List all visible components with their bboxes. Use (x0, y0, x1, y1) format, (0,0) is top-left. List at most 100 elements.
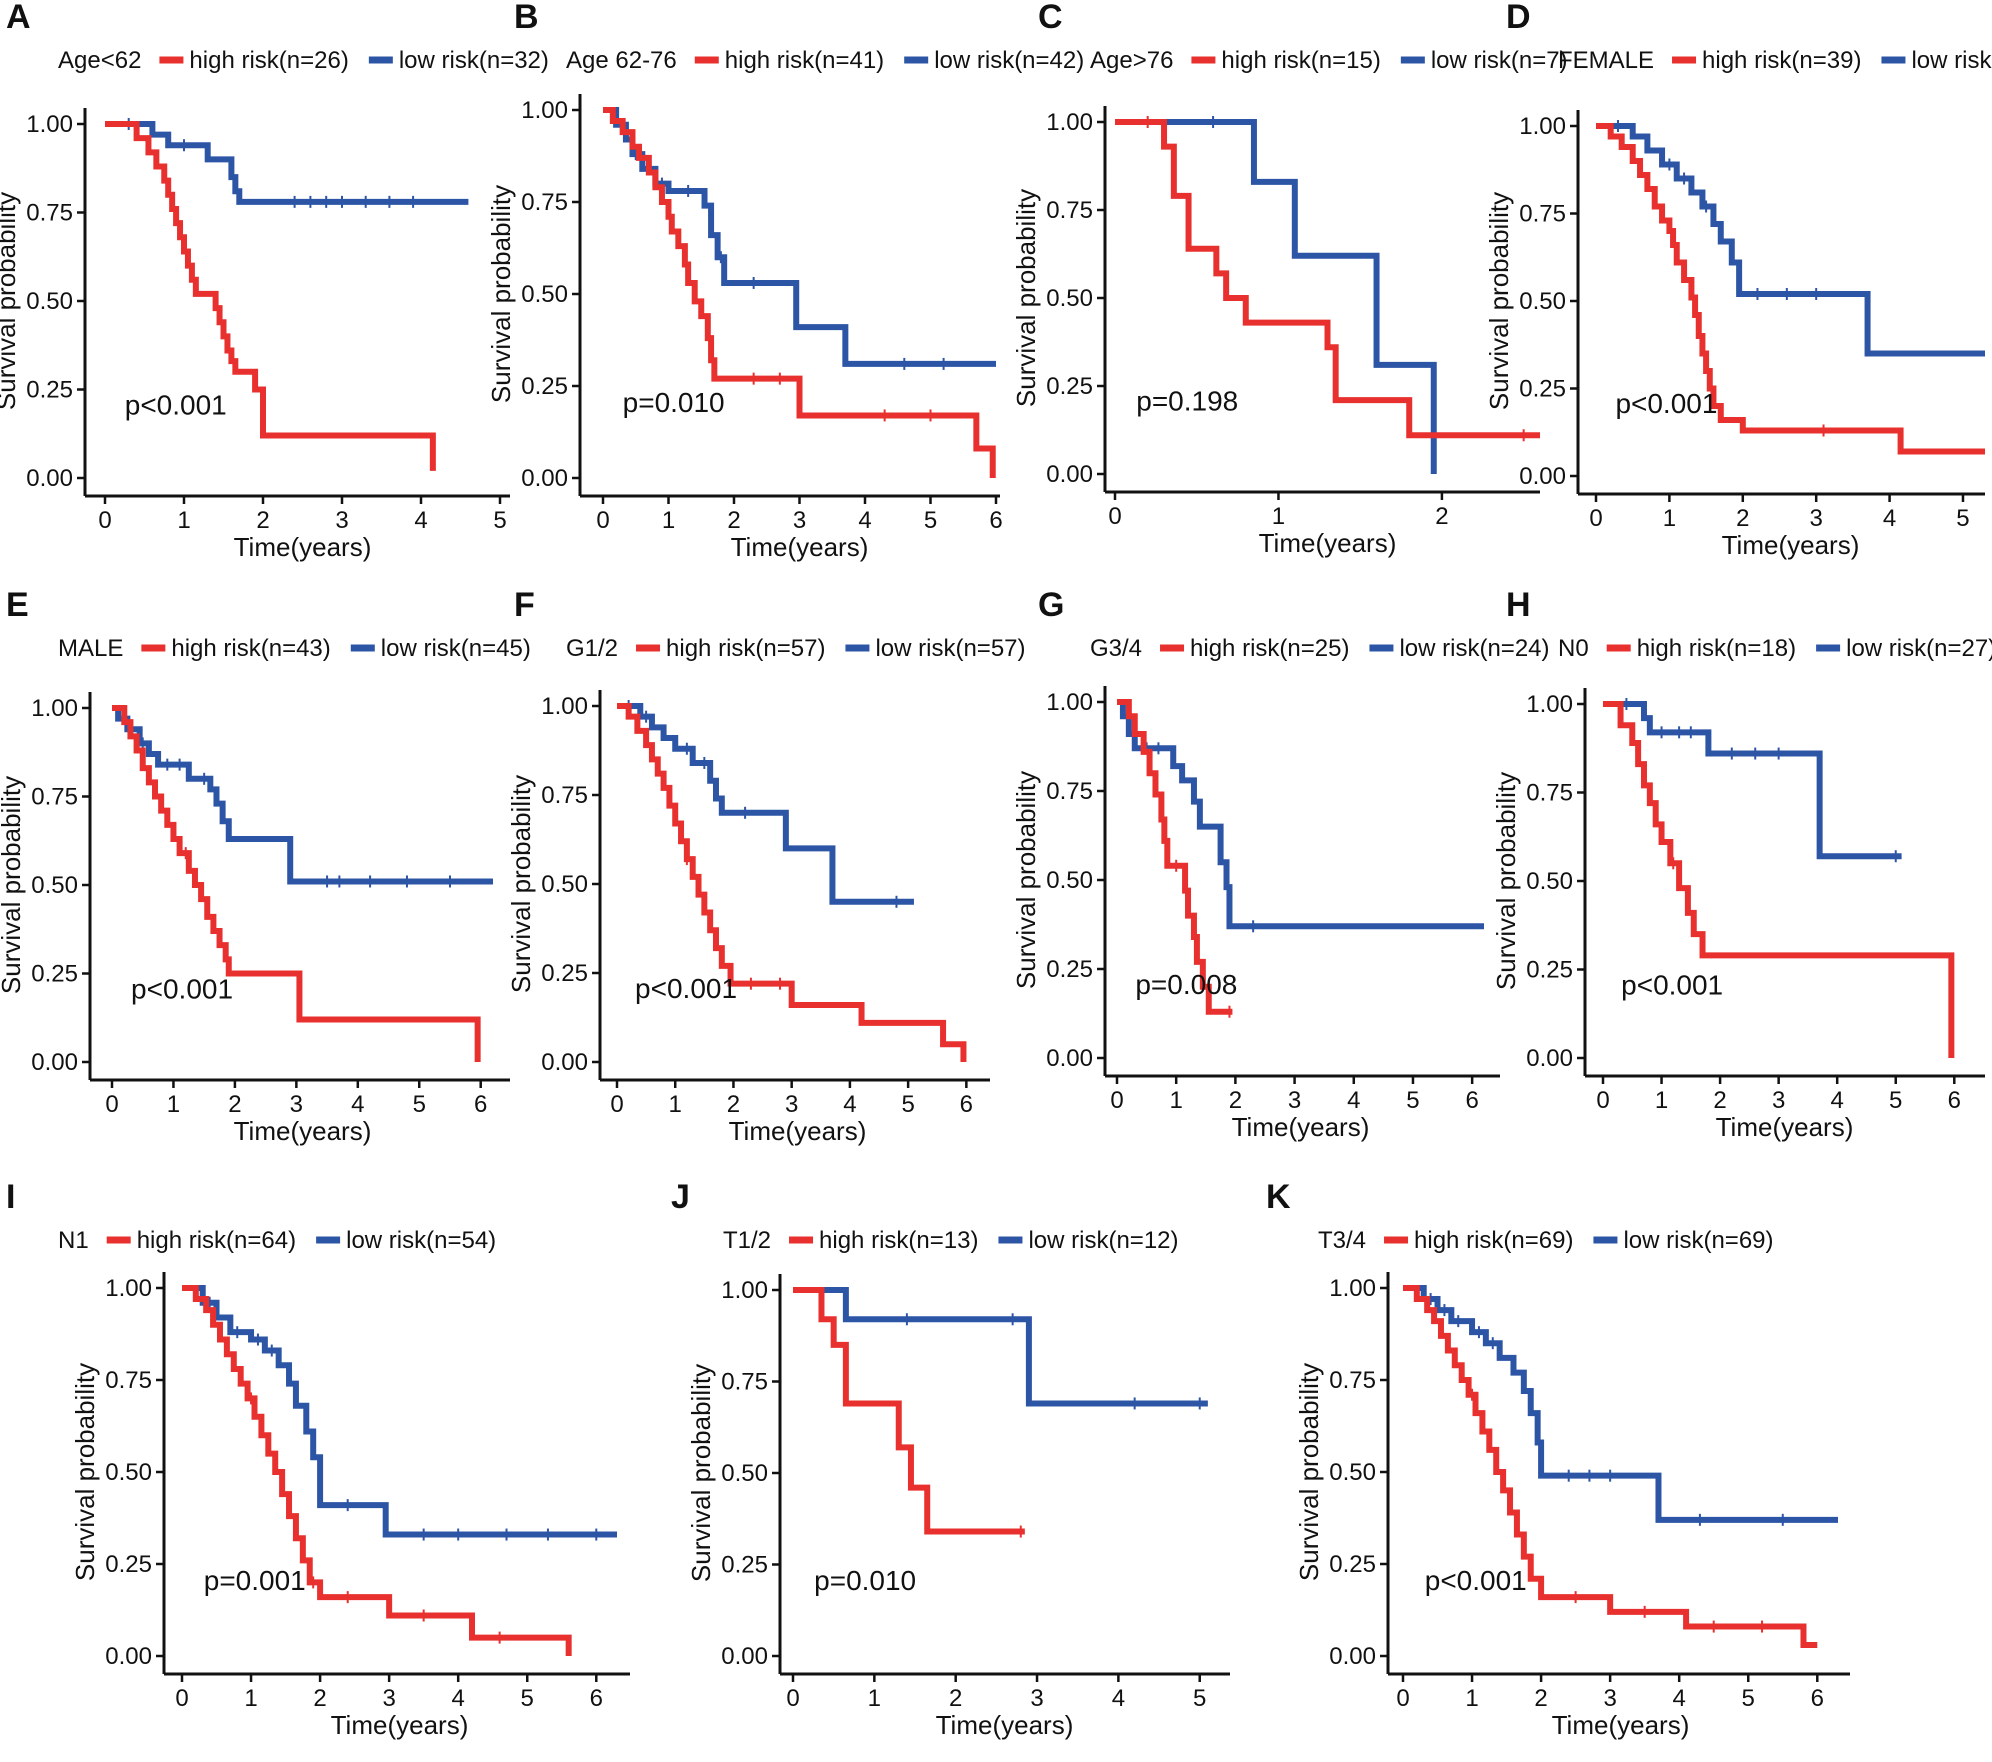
x-tick-label: 0 (105, 1091, 118, 1118)
y-axis-title: Survival probability (70, 1363, 100, 1581)
km-curve-high (112, 705, 481, 1062)
x-tick-label: 6 (989, 507, 1002, 534)
y-axis-title: Survival probability (1484, 192, 1514, 410)
x-axis-title: Time(years) (731, 532, 869, 562)
x-tick-label: 6 (960, 1091, 973, 1118)
km-curve-high (793, 1287, 1025, 1535)
y-tick-label: 0.75 (521, 189, 568, 216)
km-curve-high (1117, 699, 1233, 1015)
x-tick-label: 3 (290, 1091, 303, 1118)
panel-letter: F (514, 586, 535, 624)
y-tick-label: 0.00 (521, 465, 568, 492)
y-tick-label: 1.00 (521, 97, 568, 124)
km-curve-high (1403, 1285, 1818, 1648)
y-tick-label: 0.25 (721, 1552, 768, 1579)
x-tick-label: 1 (662, 507, 675, 534)
y-tick-label: 0.25 (105, 1551, 152, 1578)
panel-letter: H (1506, 586, 1531, 624)
panel-letter: G (1038, 586, 1064, 624)
y-tick-label: 0.75 (1519, 201, 1566, 228)
legend-group-label: T1/2 (723, 1227, 771, 1254)
x-tick-label: 6 (1465, 1087, 1478, 1114)
y-tick-label: 0.75 (105, 1367, 152, 1394)
legend-group-label: T3/4 (1318, 1227, 1366, 1254)
x-tick-label: 0 (98, 507, 111, 534)
x-tick-label: 4 (351, 1091, 364, 1118)
legend-group-label: MALE (58, 635, 123, 662)
x-tick-label: 3 (335, 507, 348, 534)
legend-label-high: high risk(n=15) (1221, 47, 1380, 74)
panel-letter: D (1506, 0, 1531, 36)
legend-label-low: low risk(n=7) (1431, 47, 1568, 74)
km-curve-low (1117, 699, 1484, 930)
x-tick-label: 2 (1435, 503, 1448, 530)
km-curve-low (182, 1285, 617, 1538)
y-tick-label: 1.00 (1046, 689, 1093, 716)
legend-label-low: low risk(n=24) (1399, 635, 1549, 662)
x-tick-label: 2 (1229, 1087, 1242, 1114)
panel-letter: I (6, 1178, 15, 1216)
km-curve-low (1115, 119, 1437, 474)
x-tick-label: 1 (167, 1091, 180, 1118)
x-tick-label: 3 (1772, 1087, 1785, 1114)
y-tick-label: 1.00 (26, 111, 73, 138)
y-tick-label: 0.25 (521, 373, 568, 400)
km-panel-c: C Age>76 high risk(n=15) low risk(n=7) 0.00 0… (1011, 0, 1568, 558)
legend-label-high: high risk(n=39) (1702, 47, 1861, 74)
y-tick-label: 0.50 (26, 288, 73, 315)
x-tick-label: 4 (858, 507, 871, 534)
x-tick-label: 2 (313, 1685, 326, 1712)
y-axis-title: Survival probability (1011, 771, 1041, 989)
y-tick-label: 0.00 (1046, 1045, 1093, 1072)
y-tick-label: 0.75 (1329, 1367, 1376, 1394)
km-panel-b: B Age 62-76 high risk(n=41) low risk(n=42) 0… (486, 0, 1084, 562)
km-curve-low (112, 705, 493, 885)
panel-letter: C (1038, 0, 1063, 36)
x-tick-label: 5 (493, 507, 506, 534)
legend-label-high: high risk(n=57) (666, 635, 825, 662)
panel-letter: J (671, 1178, 690, 1216)
km-panel-h: H N0 high risk(n=18) low risk(n=27) 0.00 0.25… (1491, 586, 1992, 1142)
x-axis-title: Time(years) (1716, 1112, 1854, 1142)
p-value: p<0.001 (1621, 969, 1723, 1000)
legend-group-label: N0 (1558, 635, 1589, 662)
x-tick-label: 0 (1596, 1087, 1609, 1114)
x-axis-title: Time(years) (331, 1710, 469, 1740)
x-tick-label: 2 (727, 507, 740, 534)
x-tick-label: 5 (924, 507, 937, 534)
x-tick-label: 3 (1030, 1685, 1043, 1712)
x-tick-label: 5 (521, 1685, 534, 1712)
p-value: p<0.001 (1425, 1565, 1527, 1596)
panel-letter: B (514, 0, 539, 36)
x-tick-label: 3 (793, 507, 806, 534)
km-curve-high (105, 121, 436, 471)
y-axis-title: Survival probability (506, 775, 536, 993)
legend-label-low: low risk(n=69) (1623, 1227, 1773, 1254)
x-tick-label: 1 (1663, 505, 1676, 532)
km-curve-low (793, 1287, 1208, 1407)
legend-group-label: G3/4 (1090, 635, 1142, 662)
km-panel-d: D FEMALE high risk(n=39) low risk(n=36) 0.00… (1484, 0, 1992, 560)
y-tick-label: 0.00 (1329, 1643, 1376, 1670)
legend-label-low: low risk(n=12) (1028, 1227, 1178, 1254)
y-axis-title: Survival probability (686, 1364, 716, 1582)
legend-label-high: high risk(n=13) (819, 1227, 978, 1254)
y-tick-label: 1.00 (541, 693, 588, 720)
x-tick-label: 0 (596, 507, 609, 534)
y-axis-title: Survival probability (0, 776, 26, 994)
km-panel-j: J T1/2 high risk(n=13) low risk(n=12) 0.00 0.… (671, 1178, 1230, 1740)
y-axis-title: Survival probability (1294, 1363, 1324, 1581)
legend-group-label: Age>76 (1090, 47, 1173, 74)
y-tick-label: 0.25 (541, 960, 588, 987)
x-tick-label: 2 (256, 507, 269, 534)
y-tick-label: 0.50 (1519, 288, 1566, 315)
legend-group-label: Age 62-76 (566, 47, 677, 74)
km-curve-high (1115, 119, 1540, 439)
x-tick-label: 5 (901, 1091, 914, 1118)
x-tick-label: 5 (1406, 1087, 1419, 1114)
x-tick-label: 0 (175, 1685, 188, 1712)
km-panel-e: E MALE high risk(n=43) low risk(n=45) 0.00 0.… (0, 586, 531, 1146)
p-value: p<0.001 (131, 973, 233, 1004)
x-tick-label: 4 (1112, 1685, 1125, 1712)
y-tick-label: 0.25 (1519, 376, 1566, 403)
